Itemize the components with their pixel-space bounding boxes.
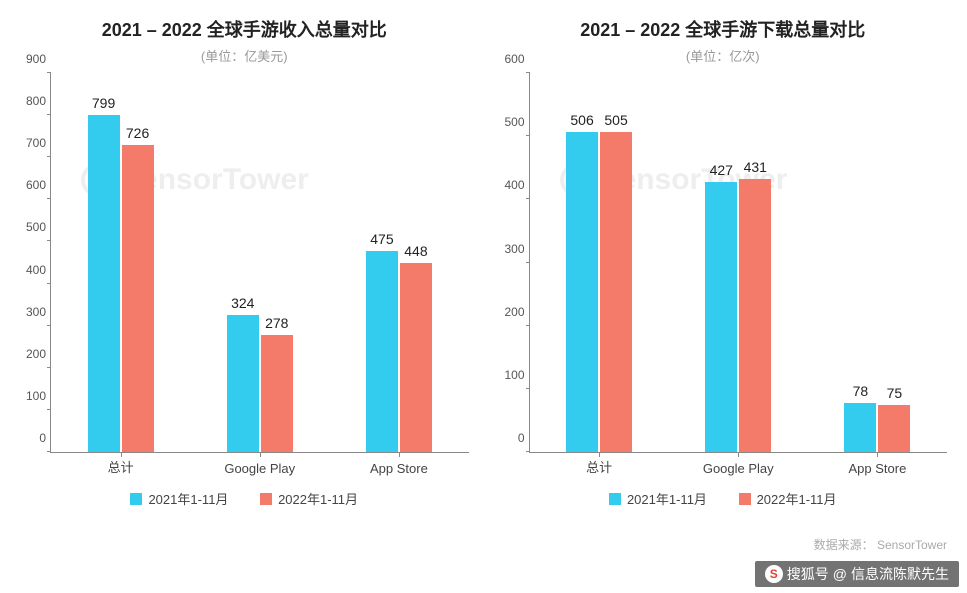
- xtick-mark: [738, 452, 739, 457]
- ytick-label: 500: [11, 220, 46, 234]
- legend-label-2022: 2022年1-11月: [757, 489, 837, 508]
- bar-value-label: 506: [570, 112, 593, 128]
- bar-value-label: 427: [710, 162, 733, 178]
- bar-group: 7875App Store: [808, 73, 947, 452]
- ytick-label: 600: [490, 52, 525, 66]
- bar-s2022: 505: [600, 132, 632, 452]
- bar-value-label: 78: [853, 383, 869, 399]
- bar-group: 475448App Store: [329, 73, 468, 452]
- bar-s2021: 78: [844, 403, 876, 452]
- ytick-label: 700: [11, 136, 46, 150]
- legend-label-2022: 2022年1-11月: [278, 489, 358, 508]
- at-icon: @: [833, 566, 847, 582]
- ytick-label: 600: [11, 178, 46, 192]
- bars-row: 799726总计324278Google Play475448App Store: [51, 73, 469, 452]
- legend-swatch-2022: [260, 493, 272, 505]
- category-label: 总计: [51, 457, 190, 476]
- downloads-legend: 2021年1-11月 2022年1-11月: [489, 489, 958, 508]
- downloads-chart-title: 2021 – 2022 全球手游下载总量对比: [489, 16, 958, 42]
- ytick-label: 400: [490, 178, 525, 192]
- revenue-legend: 2021年1-11月 2022年1-11月: [10, 489, 479, 508]
- legend-label-2021: 2021年1-11月: [148, 489, 228, 508]
- data-source: 数据来源： SensorTower: [814, 536, 947, 553]
- xtick-mark: [877, 452, 878, 457]
- bar-group: 427431Google Play: [669, 73, 808, 452]
- ytick-label: 300: [490, 242, 525, 256]
- source-label: 数据来源：: [814, 538, 874, 552]
- legend-item-2021: 2021年1-11月: [130, 489, 228, 508]
- legend-item-2021: 2021年1-11月: [609, 489, 707, 508]
- bar-value-label: 726: [126, 125, 149, 141]
- ytick-label: 500: [490, 115, 525, 129]
- bar-value-label: 505: [604, 112, 627, 128]
- ytick-label: 400: [11, 263, 46, 277]
- bar-s2021: 506: [566, 132, 598, 452]
- bar-s2022: 448: [400, 263, 432, 452]
- source-value: SensorTower: [877, 538, 947, 552]
- category-label: App Store: [329, 461, 468, 476]
- xtick-mark: [260, 452, 261, 457]
- bar-s2022: 278: [261, 335, 293, 452]
- footer-credit-prefix: 搜狐号: [787, 564, 829, 584]
- legend-item-2022: 2022年1-11月: [739, 489, 837, 508]
- downloads-plot-area: SensorTower 0100200300400500600506505总计4…: [529, 73, 948, 453]
- ytick-label: 900: [11, 52, 46, 66]
- ytick-label: 100: [11, 389, 46, 403]
- ytick-label: 200: [490, 305, 525, 319]
- bar-group: 324278Google Play: [190, 73, 329, 452]
- category-label: Google Play: [190, 461, 329, 476]
- charts-container: 2021 – 2022 全球手游收入总量对比 (单位：亿美元) SensorTo…: [0, 0, 967, 508]
- legend-swatch-2021: [130, 493, 142, 505]
- downloads-chart-subtitle: (单位：亿次): [489, 46, 958, 65]
- bar-value-label: 324: [231, 295, 254, 311]
- revenue-plot-area: SensorTower 0100200300400500600700800900…: [50, 73, 469, 453]
- bar-group: 506505总计: [530, 73, 669, 452]
- ytick-label: 0: [490, 431, 525, 445]
- xtick-mark: [599, 452, 600, 457]
- downloads-chart-panel: 2021 – 2022 全球手游下载总量对比 (单位：亿次) SensorTow…: [489, 10, 958, 508]
- xtick-mark: [121, 452, 122, 457]
- legend-swatch-2022: [739, 493, 751, 505]
- ytick-label: 0: [11, 431, 46, 445]
- bar-value-label: 448: [404, 243, 427, 259]
- bar-value-label: 799: [92, 95, 115, 111]
- revenue-chart-subtitle: (单位：亿美元): [10, 46, 479, 65]
- legend-swatch-2021: [609, 493, 621, 505]
- bar-value-label: 475: [370, 231, 393, 247]
- bar-s2022: 75: [878, 405, 910, 453]
- bar-value-label: 75: [887, 385, 903, 401]
- bar-s2021: 427: [705, 182, 737, 452]
- bar-s2022: 726: [122, 145, 154, 452]
- bar-group: 799726总计: [51, 73, 190, 452]
- category-label: App Store: [808, 461, 947, 476]
- sohu-icon: S: [765, 565, 783, 583]
- legend-item-2022: 2022年1-11月: [260, 489, 358, 508]
- revenue-chart-title: 2021 – 2022 全球手游收入总量对比: [10, 16, 479, 42]
- bar-s2021: 475: [366, 251, 398, 452]
- bar-s2021: 324: [227, 315, 259, 452]
- footer-credit: S 搜狐号 @ 信息流陈默先生: [755, 561, 959, 587]
- bar-s2021: 799: [88, 115, 120, 452]
- bar-s2022: 431: [739, 179, 771, 452]
- category-label: Google Play: [669, 461, 808, 476]
- footer-credit-account: 信息流陈默先生: [851, 564, 949, 584]
- ytick-label: 100: [490, 368, 525, 382]
- ytick-label: 800: [11, 94, 46, 108]
- bars-row: 506505总计427431Google Play7875App Store: [530, 73, 948, 452]
- category-label: 总计: [530, 457, 669, 476]
- ytick-label: 200: [11, 347, 46, 361]
- xtick-mark: [399, 452, 400, 457]
- revenue-chart-panel: 2021 – 2022 全球手游收入总量对比 (单位：亿美元) SensorTo…: [10, 10, 479, 508]
- legend-label-2021: 2021年1-11月: [627, 489, 707, 508]
- bar-value-label: 431: [744, 159, 767, 175]
- bar-value-label: 278: [265, 315, 288, 331]
- ytick-label: 300: [11, 305, 46, 319]
